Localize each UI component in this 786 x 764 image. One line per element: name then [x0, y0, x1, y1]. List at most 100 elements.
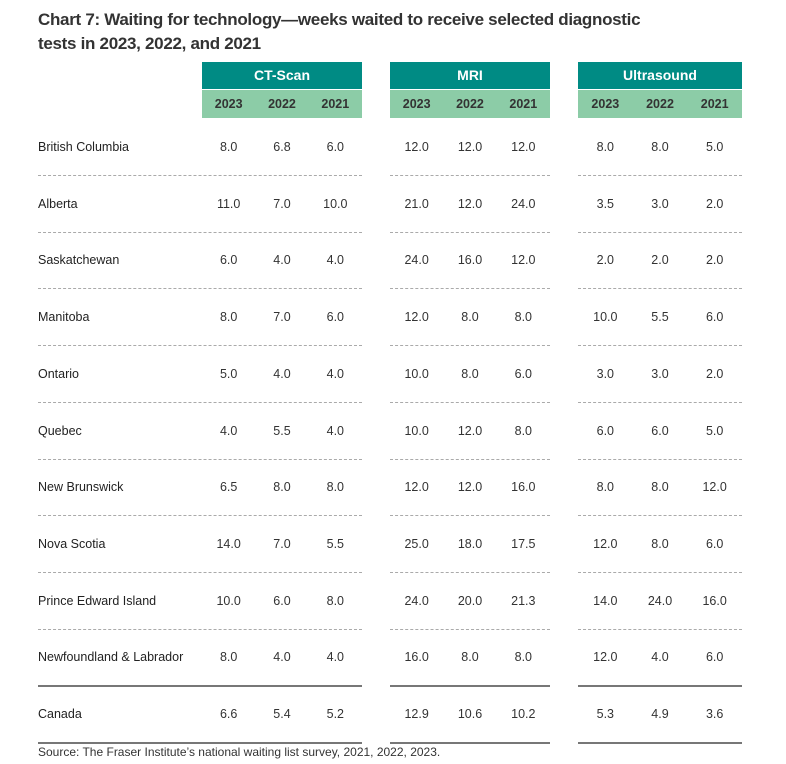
row-divider	[390, 742, 550, 744]
row-label: Saskatchewan	[38, 253, 120, 268]
data-cell: 10.6	[457, 707, 483, 721]
data-cell: 4.0	[326, 650, 345, 665]
data-cell: 8.0	[596, 480, 615, 495]
data-cell: 6.0	[705, 650, 724, 665]
row-divider	[578, 345, 742, 347]
data-cell: 12.0	[593, 650, 618, 665]
data-cell: 21.0	[404, 196, 429, 211]
year-header-row: 2023 2022 2021	[202, 90, 362, 118]
data-cell: 4.0	[326, 423, 345, 438]
year-header: 2022	[456, 97, 484, 111]
data-cell: 8.0	[219, 310, 238, 325]
row-divider	[390, 175, 550, 176]
data-cell: 12.0	[404, 480, 429, 495]
data-cell: 7.0	[273, 536, 291, 551]
data-cell: 24.0	[404, 253, 429, 268]
data-cell: 6.8	[273, 140, 291, 154]
data-cell: 8.0	[461, 366, 479, 381]
data-cell: 3.0	[651, 196, 669, 211]
data-cell: 10.2	[511, 707, 536, 721]
data-cell: 6.0	[596, 423, 615, 438]
data-cell: 16.0	[702, 593, 727, 608]
year-header: 2023	[214, 97, 243, 111]
row-label: Nova Scotia	[38, 536, 106, 551]
data-cell: 24.0	[511, 196, 536, 211]
row-divider	[38, 685, 362, 688]
row-divider	[390, 571, 550, 573]
data-cell: 8.0	[651, 536, 669, 551]
row-divider	[38, 345, 362, 347]
chart-title: Chart 7: Waiting for technology—weeks wa…	[38, 10, 641, 53]
data-cell: 8.0	[326, 593, 345, 608]
data-cell: 8.0	[461, 650, 479, 665]
data-cell: 7.0	[273, 310, 291, 325]
data-cell: 6.5	[219, 480, 238, 495]
year-header: 2021	[700, 97, 729, 111]
row-label: Quebec	[38, 423, 82, 438]
data-cell: 4.0	[326, 253, 345, 268]
row-divider	[578, 742, 742, 744]
data-cell: 6.0	[514, 366, 533, 381]
data-cell: 6.0	[326, 310, 345, 325]
data-cell: 12.0	[593, 536, 618, 551]
row-label: British Columbia	[38, 140, 130, 154]
data-cell: 4.0	[273, 253, 291, 268]
row-label: Prince Edward Island	[38, 593, 157, 608]
year-header: 2023	[591, 97, 620, 111]
row-divider	[38, 401, 362, 403]
data-cell: 6.0	[326, 140, 345, 154]
row-divider	[578, 515, 742, 517]
data-cell: 5.4	[273, 707, 291, 721]
data-cell: 8.0	[651, 140, 669, 154]
data-cell: 8.0	[219, 140, 238, 154]
data-cell: 6.0	[705, 536, 724, 551]
data-cell: 11.0	[216, 196, 241, 211]
data-cell: 5.5	[651, 310, 669, 325]
row-divider	[390, 685, 550, 688]
row-divider	[38, 175, 362, 176]
data-cell: 12.0	[511, 253, 536, 268]
data-cell: 10.0	[323, 196, 348, 211]
row-divider	[38, 742, 362, 744]
row-divider	[390, 288, 550, 290]
data-cell: 12.9	[404, 707, 429, 721]
data-cell: 14.0	[593, 593, 618, 608]
data-cell: 18.0	[457, 536, 483, 551]
row-divider	[578, 458, 742, 460]
row-divider	[578, 628, 742, 630]
data-cell: 16.0	[404, 650, 429, 665]
data-cell: 14.0	[216, 536, 241, 551]
data-cell: 8.0	[326, 480, 345, 495]
data-cell: 3.0	[651, 366, 669, 381]
row-divider	[38, 628, 362, 630]
data-cell: 2.0	[705, 196, 724, 211]
year-header-row: 2023 2022 2021	[578, 90, 742, 118]
data-cell: 12.0	[457, 480, 483, 495]
data-cell: 24.0	[404, 593, 429, 608]
data-cell: 6.6	[219, 707, 238, 721]
data-cell: 8.0	[651, 480, 669, 495]
group-header: MRI	[390, 62, 550, 89]
row-divider	[390, 515, 550, 517]
row-divider	[578, 175, 742, 176]
row-divider	[38, 571, 362, 573]
data-cell: 4.0	[219, 423, 238, 438]
row-divider	[390, 401, 550, 403]
data-cell: 5.0	[219, 366, 238, 381]
row-divider	[578, 231, 742, 233]
row-divider	[390, 628, 550, 630]
data-cell: 2.0	[596, 253, 615, 268]
year-header: 2022	[646, 97, 674, 111]
data-cell: 24.0	[647, 593, 673, 608]
data-cell: 6.0	[651, 423, 669, 438]
row-divider	[390, 458, 550, 460]
data-cell: 4.0	[273, 366, 291, 381]
data-cell: 2.0	[705, 253, 724, 268]
row-label: Canada	[38, 707, 82, 721]
year-header: 2021	[509, 97, 538, 111]
row-divider	[578, 401, 742, 403]
row-divider	[38, 458, 362, 460]
data-cell: 4.0	[326, 366, 345, 381]
data-cell: 5.5	[273, 423, 291, 438]
